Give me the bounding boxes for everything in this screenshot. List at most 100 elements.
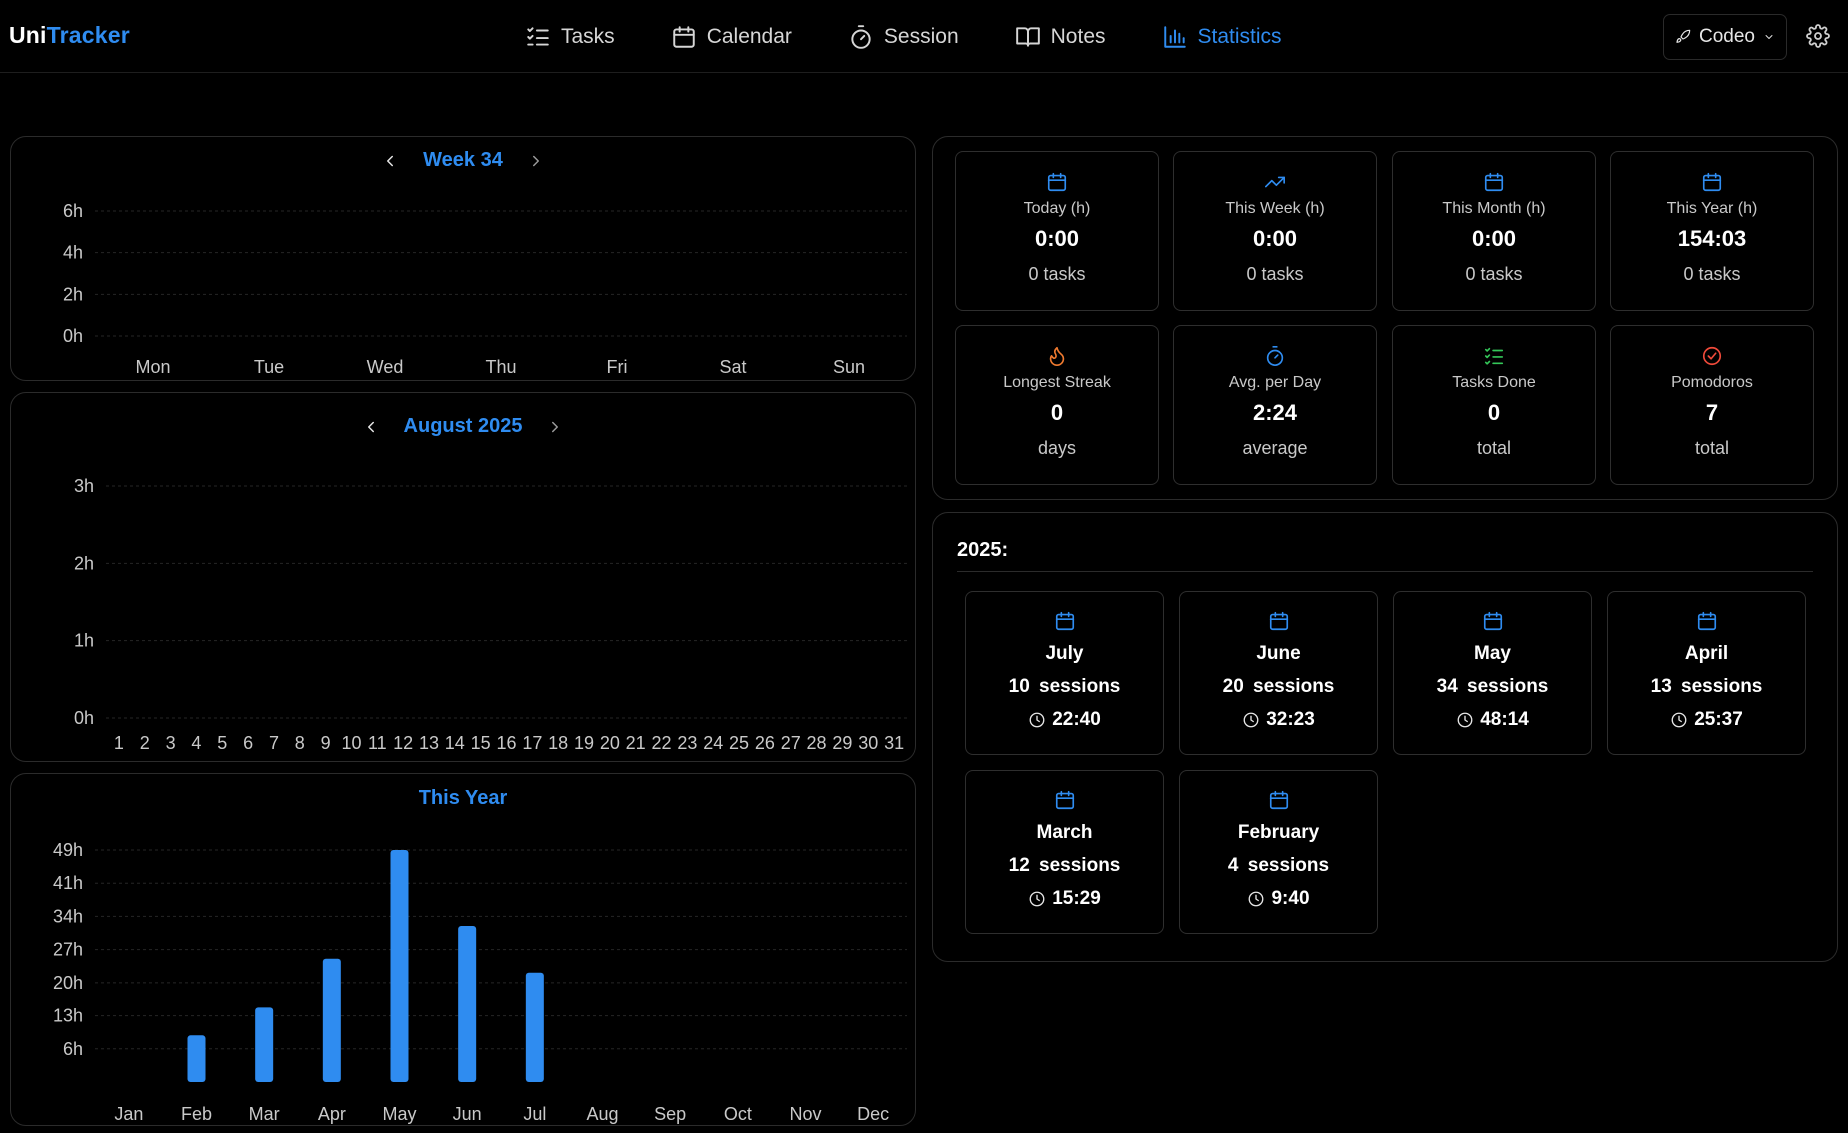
month-name: June <box>1256 643 1301 664</box>
calendar-icon <box>1484 172 1504 192</box>
chevron-left-icon <box>387 155 394 166</box>
stat-value: 0 <box>1050 400 1064 425</box>
month-name: February <box>1237 822 1320 843</box>
stat-label: Avg. per Day <box>1228 374 1322 391</box>
month-time: 25:37 <box>1694 709 1743 730</box>
nav-tasks[interactable]: Tasks <box>525 22 615 52</box>
year-chart-xtick-label: Jan <box>114 1104 143 1124</box>
stat-value: 7 <box>1705 400 1719 425</box>
month-time: 9:40 <box>1271 888 1310 909</box>
week-chart: 0h 2h 4h 6h Mon Tue Wed Thu Fri Sat Sun <box>63 201 907 377</box>
week-chart-ytick-label: 2h <box>63 284 83 304</box>
project-selector[interactable]: Codeo <box>1663 14 1787 60</box>
year-chart-xtick-label: Apr <box>318 1104 346 1124</box>
nav-session[interactable]: Session <box>848 22 959 52</box>
week-prev-button[interactable] <box>381 152 399 170</box>
month-chart-xtick-label: 12 <box>393 733 413 753</box>
trending-up-icon <box>1265 176 1285 188</box>
month-chart-xtick-label: 25 <box>729 733 749 753</box>
month-next-button[interactable] <box>546 418 564 436</box>
month-sessions: 4 sessions <box>1227 855 1330 876</box>
year-chart-ytick-label: 13h <box>53 1006 83 1026</box>
bar-chart-icon <box>1163 26 1186 48</box>
year-chart-bar-jun[interactable] <box>458 926 477 1082</box>
calendar-icon <box>1702 172 1722 192</box>
stat-card-tasks-done: Tasks Done 0 total <box>1392 325 1596 485</box>
stat-subtext: days <box>1037 438 1077 458</box>
stat-icon-wrap <box>1611 345 1813 367</box>
stat-icon-wrap <box>1611 171 1813 193</box>
main-nav: Tasks Calendar Session Notes Statistics <box>525 22 1338 52</box>
stat-card-this-year-h: This Year (h) 154:03 0 tasks <box>1610 151 1814 311</box>
month-chart-xtick-label: 30 <box>858 733 878 753</box>
week-chart-xtick-label: Mon <box>135 357 170 377</box>
month-time: 15:29 <box>1052 888 1101 909</box>
stat-label: Longest Streak <box>1003 374 1111 391</box>
year-chart-xtick-label: Mar <box>249 1104 280 1124</box>
calendar-icon <box>1269 611 1288 631</box>
stat-value: 0:00 <box>1471 226 1517 251</box>
month-card-april[interactable]: April 13 sessions 25:37 <box>1607 591 1806 755</box>
month-chart-xtick-label: 6 <box>243 733 253 753</box>
month-prev-button[interactable] <box>362 418 380 436</box>
month-card-june[interactable]: June 20 sessions 32:23 <box>1179 591 1378 755</box>
month-card-march[interactable]: March 12 sessions 15:29 <box>965 770 1164 934</box>
settings-button[interactable] <box>1806 24 1830 48</box>
stat-icon-wrap <box>1393 345 1595 367</box>
stat-value: 0:00 <box>1034 226 1080 251</box>
month-card-february[interactable]: February 4 sessions 9:40 <box>1179 770 1378 934</box>
month-name: May <box>1474 643 1511 664</box>
calendar-icon <box>1047 172 1067 192</box>
timer-icon <box>1266 346 1284 366</box>
stat-label: Tasks Done <box>1452 374 1536 391</box>
year-chart-bar-may[interactable] <box>390 850 409 1082</box>
stat-subtext: 0 tasks <box>1028 264 1086 284</box>
month-chart-xtick-label: 24 <box>703 733 723 753</box>
year-chart-xtick-label: May <box>382 1104 416 1124</box>
clock-icon <box>1249 891 1264 907</box>
week-next-button[interactable] <box>527 152 545 170</box>
nav-notes-label: Notes <box>1050 25 1106 48</box>
week-chart-title: Week 34 <box>423 149 503 171</box>
nav-statistics-label: Statistics <box>1197 25 1282 48</box>
month-chart-xtick-label: 14 <box>445 733 465 753</box>
month-chart-xtick-label: 19 <box>574 733 594 753</box>
year-chart-bar-mar[interactable] <box>255 1007 274 1082</box>
month-chart-xtick-label: 29 <box>832 733 852 753</box>
month-sessions: 34 sessions <box>1436 676 1549 697</box>
year-chart-bar-feb[interactable] <box>187 1035 206 1082</box>
year-chart-ytick-label: 20h <box>53 973 83 993</box>
month-card-may[interactable]: May 34 sessions 48:14 <box>1393 591 1592 755</box>
year-chart-ytick-label: 41h <box>53 873 83 893</box>
month-sessions: 10 sessions <box>1008 676 1121 697</box>
month-card-july[interactable]: July 10 sessions 22:40 <box>965 591 1164 755</box>
year-chart-bar-apr[interactable] <box>322 958 341 1082</box>
nav-notes[interactable]: Notes <box>1015 22 1106 52</box>
year-chart-ytick-label: 34h <box>53 906 83 926</box>
logo-text-tracker: Tracker <box>46 22 130 48</box>
year-chart-bar-jul[interactable] <box>525 972 544 1082</box>
month-chart-xtick-label: 16 <box>496 733 516 753</box>
flame-icon <box>1049 346 1065 366</box>
tasks-list-icon <box>527 27 549 46</box>
nav-statistics[interactable]: Statistics <box>1162 22 1282 52</box>
stat-icon-wrap <box>956 345 1158 367</box>
chevron-right-icon <box>532 155 539 166</box>
chevron-right-icon <box>552 421 559 432</box>
calendar-icon <box>672 26 695 48</box>
app-logo[interactable]: UniTracker <box>9 22 130 49</box>
stat-label: This Week (h) <box>1225 200 1325 217</box>
year-chart-ytick-label: 49h <box>53 840 83 860</box>
month-name: July <box>1045 643 1084 664</box>
month-chart-xtick-label: 10 <box>341 733 361 753</box>
stat-value: 0:00 <box>1252 226 1298 251</box>
month-icon-wrap <box>966 610 1163 632</box>
month-sessions: 20 sessions <box>1222 676 1335 697</box>
stats-panel: Today (h) 0:00 0 tasks This Week (h) 0:00 0 t… <box>932 136 1838 500</box>
clock-icon <box>1029 712 1045 728</box>
chevron-left-icon <box>367 421 374 432</box>
month-chart-nav: August 2025 <box>11 415 915 438</box>
year-chart-xtick-label: Jun <box>453 1104 482 1124</box>
nav-calendar[interactable]: Calendar <box>671 22 792 52</box>
